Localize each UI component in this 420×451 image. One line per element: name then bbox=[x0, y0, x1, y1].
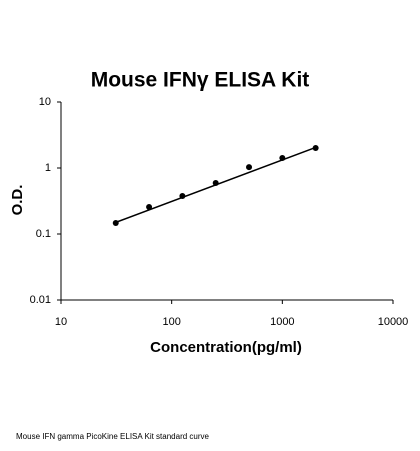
data-point bbox=[112, 219, 119, 226]
y-tick-label: 0.1 bbox=[36, 228, 51, 240]
x-axis-label: Concentration(pg/ml) bbox=[150, 339, 302, 356]
x-tick-label: 10000 bbox=[378, 316, 409, 328]
chart-title: Mouse IFNγ ELISA Kit bbox=[91, 69, 310, 92]
y-tick-label: 0.01 bbox=[30, 294, 51, 306]
x-tick-label: 100 bbox=[162, 316, 180, 328]
x-tick-label: 10 bbox=[55, 316, 67, 328]
data-point bbox=[246, 164, 253, 171]
y-tick-label: 10 bbox=[39, 96, 51, 108]
x-tick-label: 1000 bbox=[270, 316, 294, 328]
data-point bbox=[312, 144, 319, 151]
data-point bbox=[179, 192, 186, 199]
data-point bbox=[279, 154, 286, 161]
y-axis-label: O.D. bbox=[9, 185, 26, 216]
y-tick-label: 1 bbox=[45, 162, 51, 174]
caption: Mouse IFN gamma PicoKine ELISA Kit stand… bbox=[16, 432, 210, 441]
data-point bbox=[146, 203, 153, 210]
data-point bbox=[212, 179, 219, 186]
